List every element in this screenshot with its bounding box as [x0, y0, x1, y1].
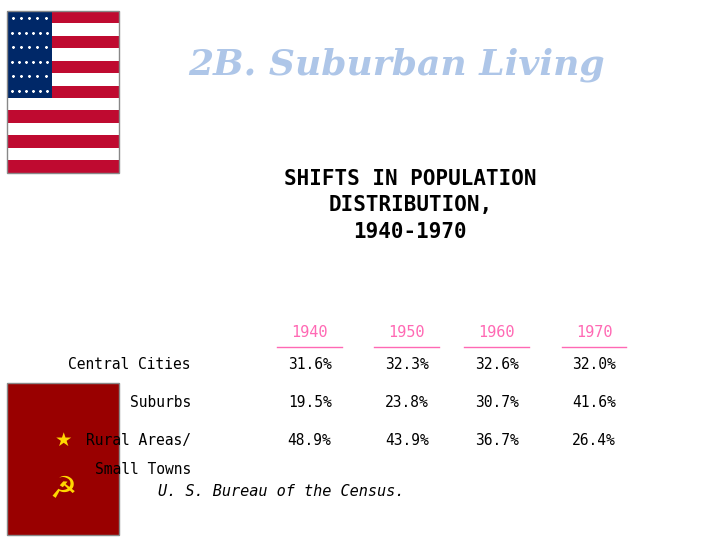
Bar: [7, 48, 119, 60]
Text: 32.0%: 32.0%: [572, 357, 616, 372]
Text: ★: ★: [54, 431, 72, 450]
Bar: [7, 123, 119, 136]
Bar: [7, 11, 119, 23]
Text: 1950: 1950: [389, 325, 425, 340]
Text: SHIFTS IN POPULATION
DISTRIBUTION,
1940-1970: SHIFTS IN POPULATION DISTRIBUTION, 1940-…: [284, 169, 536, 241]
Text: 23.8%: 23.8%: [385, 395, 428, 410]
Text: 1960: 1960: [479, 325, 515, 340]
Text: Central Cities: Central Cities: [68, 357, 191, 372]
Bar: [7, 148, 119, 160]
Bar: [7, 98, 119, 111]
Bar: [7, 11, 119, 173]
Text: 31.6%: 31.6%: [288, 357, 331, 372]
Text: 1970: 1970: [576, 325, 612, 340]
Text: U. S. Bureau of the Census.: U. S. Bureau of the Census.: [158, 484, 405, 499]
Bar: [7, 160, 119, 173]
Text: 41.6%: 41.6%: [572, 395, 616, 410]
Bar: [7, 36, 119, 48]
Bar: [7, 85, 119, 98]
Bar: [7, 11, 52, 98]
Text: 2B. Suburban Living: 2B. Suburban Living: [188, 48, 604, 82]
Text: 32.3%: 32.3%: [385, 357, 428, 372]
Text: 32.6%: 32.6%: [475, 357, 518, 372]
Text: 43.9%: 43.9%: [385, 433, 428, 448]
Bar: [7, 136, 119, 148]
Text: 26.4%: 26.4%: [572, 433, 616, 448]
Text: Small Towns: Small Towns: [94, 462, 191, 477]
Text: ☭: ☭: [49, 475, 77, 504]
Bar: [7, 60, 119, 73]
Text: 1940: 1940: [292, 325, 328, 340]
Text: Suburbs: Suburbs: [130, 395, 191, 410]
Bar: [7, 23, 119, 36]
Bar: [7, 111, 119, 123]
Text: 30.7%: 30.7%: [475, 395, 518, 410]
Text: 48.9%: 48.9%: [288, 433, 331, 448]
Text: Rural Areas/: Rural Areas/: [86, 433, 191, 448]
Text: 19.5%: 19.5%: [288, 395, 331, 410]
Text: 36.7%: 36.7%: [475, 433, 518, 448]
Bar: [7, 73, 119, 85]
Bar: [7, 383, 119, 535]
